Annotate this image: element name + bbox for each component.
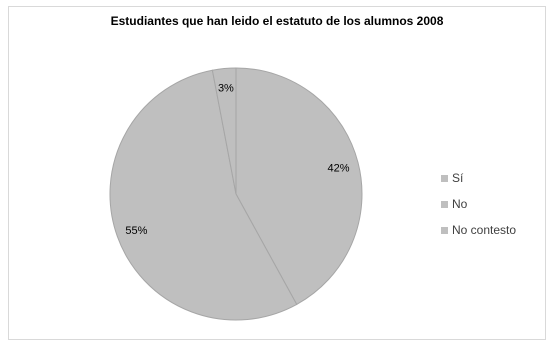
data-label-no-contesto: 3% [218,82,234,94]
legend-label-no: No [452,197,468,211]
legend-swatch-no [441,200,448,208]
legend-swatch-no-contesto [441,226,448,234]
data-label-no: 55% [125,225,147,237]
legend-label-si: Sí [452,171,464,185]
legend-item-no-contesto: No contesto [441,217,516,243]
legend: Sí No No contesto [441,165,516,243]
legend-item-si: Sí [441,165,516,191]
legend-item-no: No [441,191,516,217]
pie-slice-no-contesto [211,67,237,195]
pie-slice-no [109,69,298,321]
legend-label-no-contesto: No contesto [452,223,517,237]
pie-slice-si [235,67,363,306]
data-label-si: 42% [327,163,349,175]
legend-swatch-si [441,174,448,182]
chart-title: Estudiantes que han leido el estatuto de… [110,14,444,28]
